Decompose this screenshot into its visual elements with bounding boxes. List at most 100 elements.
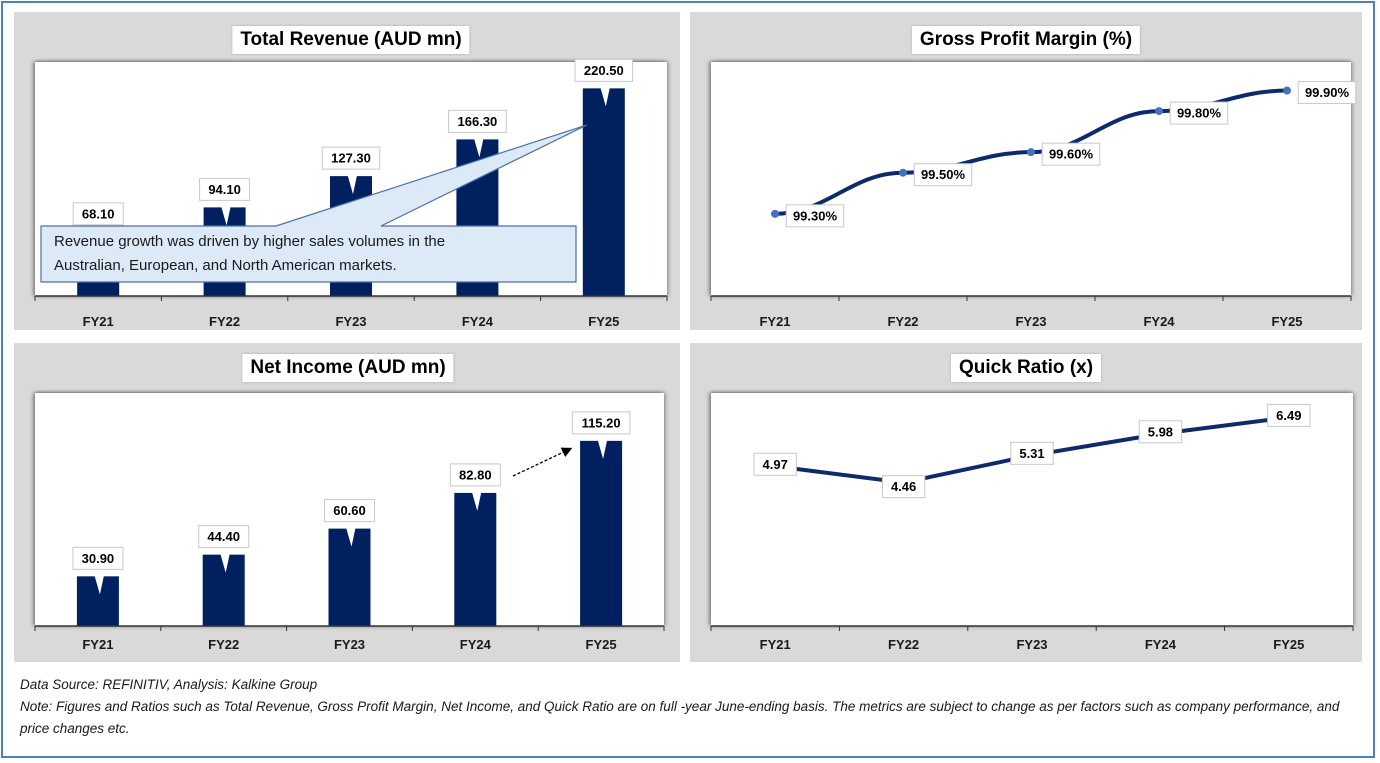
data-label-callout: 60.60	[324, 499, 375, 547]
panel-net-income: Net Income (AUD mn) FY21 FY22 FY23 FY24 FY25…	[14, 343, 680, 662]
gross-profit-margin-chart: FY21 FY22 FY23 FY24 FY25 99.30% 99.50% 99.60% 99…	[710, 81, 1357, 329]
callout-pointer	[597, 78, 612, 107]
data-label-fy24: 166.30	[448, 109, 507, 133]
data-label-box	[198, 525, 250, 549]
data-label-fy21: 68.10	[72, 202, 124, 226]
data-label: 4.97	[763, 457, 788, 472]
data-label-fy21: 30.90	[72, 546, 124, 570]
data-label-fy21: 4.97	[753, 452, 797, 476]
x-tick-label: FY25	[586, 637, 617, 652]
callout-shape	[40, 124, 588, 283]
data-label-box	[753, 452, 797, 476]
data-label-fy24: 5.98	[1138, 420, 1183, 444]
data-label-fy25: 115.20	[571, 411, 631, 435]
bar-fy24	[454, 492, 497, 626]
data-label: 60.60	[333, 503, 366, 518]
data-label-box	[913, 163, 973, 187]
callout-line-2: Australian, European, and North American…	[54, 257, 397, 274]
data-point-fy21	[771, 209, 779, 218]
data-label-fy22: 99.50%	[913, 163, 973, 187]
data-label-fy23: 127.30	[321, 146, 381, 170]
x-tick-label: FY23	[1016, 637, 1047, 652]
panel-quick-ratio: Quick Ratio (x) FY21 FY22 FY23 FY24 FY25 4.97…	[690, 343, 1362, 662]
x-tick-label: FY25	[1273, 637, 1304, 652]
growth-arrow-icon	[512, 447, 573, 477]
data-label-fy25: 220.50	[574, 58, 634, 82]
data-label: 5.31	[1019, 446, 1044, 461]
x-tick-label: FY22	[209, 314, 240, 329]
data-label-box	[448, 109, 507, 133]
x-tick-label: FY24	[1145, 637, 1177, 652]
data-label-box	[324, 499, 375, 523]
x-tick-label: FY22	[208, 637, 239, 652]
data-label-box	[449, 463, 501, 487]
callout-pointer	[217, 544, 232, 573]
data-label-fy21: 99.30%	[785, 204, 845, 228]
data-source: Data Source: REFINITIV, Analysis: Kalkin…	[20, 677, 318, 692]
data-point-fy22	[899, 168, 907, 177]
chart-title: Quick Ratio (x)	[950, 354, 1102, 382]
data-label-fy25: 6.49	[1267, 403, 1311, 427]
x-tick-label: FY24	[460, 637, 492, 652]
data-label-box	[199, 177, 251, 201]
x-tick-label: FY24	[462, 314, 494, 329]
data-label: 127.30	[331, 151, 371, 166]
data-label-fy22: 4.46	[881, 475, 926, 499]
data-label: 4.46	[891, 479, 916, 494]
chart-title: Total Revenue (AUD mn)	[232, 26, 470, 54]
callout-line-1: Revenue growth was driven by higher sale…	[54, 233, 446, 250]
data-label: 68.10	[82, 206, 115, 221]
total-revenue-chart: FY21 FY22 FY23 FY24 FY25 68.10 94.10 127.30 166.…	[34, 58, 668, 329]
data-label: 5.98	[1148, 424, 1173, 439]
data-label-fy24: 99.80%	[1169, 101, 1229, 125]
data-label: 99.90%	[1305, 85, 1350, 100]
data-label: 115.20	[582, 415, 621, 430]
data-label: 44.40	[207, 529, 240, 544]
plot-area	[711, 62, 1351, 296]
chart-title: Gross Profit Margin (%)	[911, 26, 1141, 54]
callout-pointer	[345, 166, 359, 195]
data-label-callout: 44.40	[198, 525, 250, 573]
data-label: 30.90	[82, 551, 115, 566]
callout-pointer	[595, 430, 610, 459]
data-label-fy23: 60.60	[324, 499, 375, 523]
data-label-box	[72, 202, 124, 226]
x-tick-label: FY21	[759, 314, 790, 329]
data-label: 99.50%	[921, 167, 966, 182]
data-label-callout: 166.30	[448, 109, 507, 158]
data-label-fy24: 82.80	[449, 463, 501, 487]
data-label: 94.10	[208, 182, 241, 197]
x-tick-label: FY22	[887, 314, 918, 329]
data-label-callout: 30.90	[72, 546, 124, 595]
footer-notes: Data Source: REFINITIV, Analysis: Kalkin…	[20, 674, 1350, 740]
data-label-fy23: 5.31	[1010, 441, 1054, 465]
bar-fy22	[202, 554, 245, 626]
callout-pointer	[469, 482, 484, 511]
x-tick-label: FY25	[1271, 314, 1302, 329]
chart-title: Net Income (AUD mn)	[242, 354, 454, 382]
data-label-box	[1267, 403, 1311, 427]
data-label-box	[571, 411, 631, 435]
data-label: 82.80	[459, 467, 492, 482]
data-label-callout: 115.20	[571, 411, 631, 459]
panel-gross-profit-margin: Gross Profit Margin (%) FY21 FY22 FY23 FY24…	[690, 12, 1362, 330]
revenue-callout	[40, 124, 588, 283]
data-label-box	[1169, 101, 1229, 125]
plot-area	[711, 393, 1353, 626]
data-label-fy22: 94.10	[199, 177, 251, 201]
quick-ratio-chart: FY21 FY22 FY23 FY24 FY25 4.97 4.46 5.31 5.98 6.49	[710, 403, 1354, 652]
bar-fy25	[582, 88, 625, 296]
x-tick-label: FY21	[83, 314, 114, 329]
footnote: Note: Figures and Ratios such as Total R…	[20, 699, 1340, 736]
data-label: 99.80%	[1177, 106, 1222, 121]
data-label-box	[1041, 142, 1101, 166]
data-label-callout: 220.50	[574, 58, 634, 107]
data-label: 99.30%	[793, 208, 838, 223]
bar-fy23	[328, 528, 371, 626]
data-label-box	[321, 146, 381, 170]
data-label: 6.49	[1276, 408, 1301, 423]
x-tick-label: FY24	[1143, 314, 1175, 329]
callout-text: Revenue growth was driven by higher sale…	[54, 230, 445, 278]
data-label: 166.30	[458, 114, 498, 129]
